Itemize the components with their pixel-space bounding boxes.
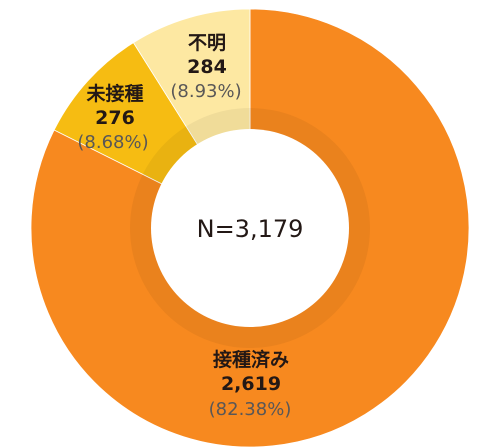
- slice-label-unknown: 不明: [188, 32, 226, 54]
- donut-hole: [151, 129, 349, 327]
- slice-value-unvaccinated: 276: [95, 107, 135, 129]
- slice-label-unvaccinated: 未接種: [85, 82, 143, 105]
- slice-percent-vaccinated: (82.38%): [209, 399, 292, 420]
- center-label: N=3,179: [197, 215, 304, 243]
- slice-value-unknown: 284: [187, 56, 227, 78]
- slice-percent-unvaccinated: (8.68%): [77, 132, 148, 153]
- label-group-unknown: 不明 284 (8.93%): [170, 32, 241, 102]
- slice-label-vaccinated: 接種済み: [213, 348, 289, 371]
- label-group-unvaccinated: 未接種 276 (8.68%): [77, 82, 148, 153]
- slice-percent-unknown: (8.93%): [170, 81, 241, 102]
- slice-value-vaccinated: 2,619: [221, 373, 281, 395]
- label-group-vaccinated: 接種済み 2,619 (82.38%): [209, 348, 292, 420]
